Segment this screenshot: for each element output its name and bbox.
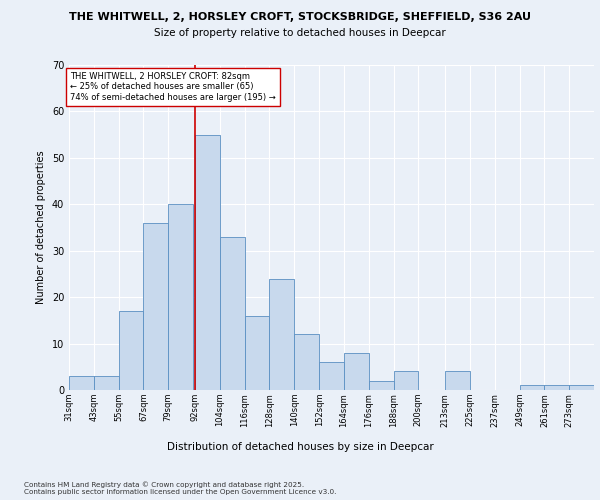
Bar: [569, 386, 594, 390]
Bar: [94, 376, 119, 390]
Bar: [294, 334, 319, 390]
Bar: [245, 316, 269, 390]
Bar: [269, 278, 294, 390]
Bar: [168, 204, 193, 390]
Bar: [369, 380, 394, 390]
Bar: [195, 134, 220, 390]
Bar: [69, 376, 94, 390]
Text: Contains HM Land Registry data © Crown copyright and database right 2025.
Contai: Contains HM Land Registry data © Crown c…: [24, 482, 337, 495]
Text: Distribution of detached houses by size in Deepcar: Distribution of detached houses by size …: [167, 442, 433, 452]
Bar: [544, 386, 569, 390]
Bar: [220, 237, 245, 390]
Text: THE WHITWELL, 2 HORSLEY CROFT: 82sqm
← 25% of detached houses are smaller (65)
7: THE WHITWELL, 2 HORSLEY CROFT: 82sqm ← 2…: [70, 72, 276, 102]
Bar: [344, 353, 369, 390]
Bar: [119, 311, 143, 390]
Bar: [520, 386, 544, 390]
Y-axis label: Number of detached properties: Number of detached properties: [36, 150, 46, 304]
Text: Size of property relative to detached houses in Deepcar: Size of property relative to detached ho…: [154, 28, 446, 38]
Text: THE WHITWELL, 2, HORSLEY CROFT, STOCKSBRIDGE, SHEFFIELD, S36 2AU: THE WHITWELL, 2, HORSLEY CROFT, STOCKSBR…: [69, 12, 531, 22]
Bar: [445, 372, 470, 390]
Bar: [394, 372, 418, 390]
Bar: [319, 362, 344, 390]
Bar: [143, 223, 168, 390]
